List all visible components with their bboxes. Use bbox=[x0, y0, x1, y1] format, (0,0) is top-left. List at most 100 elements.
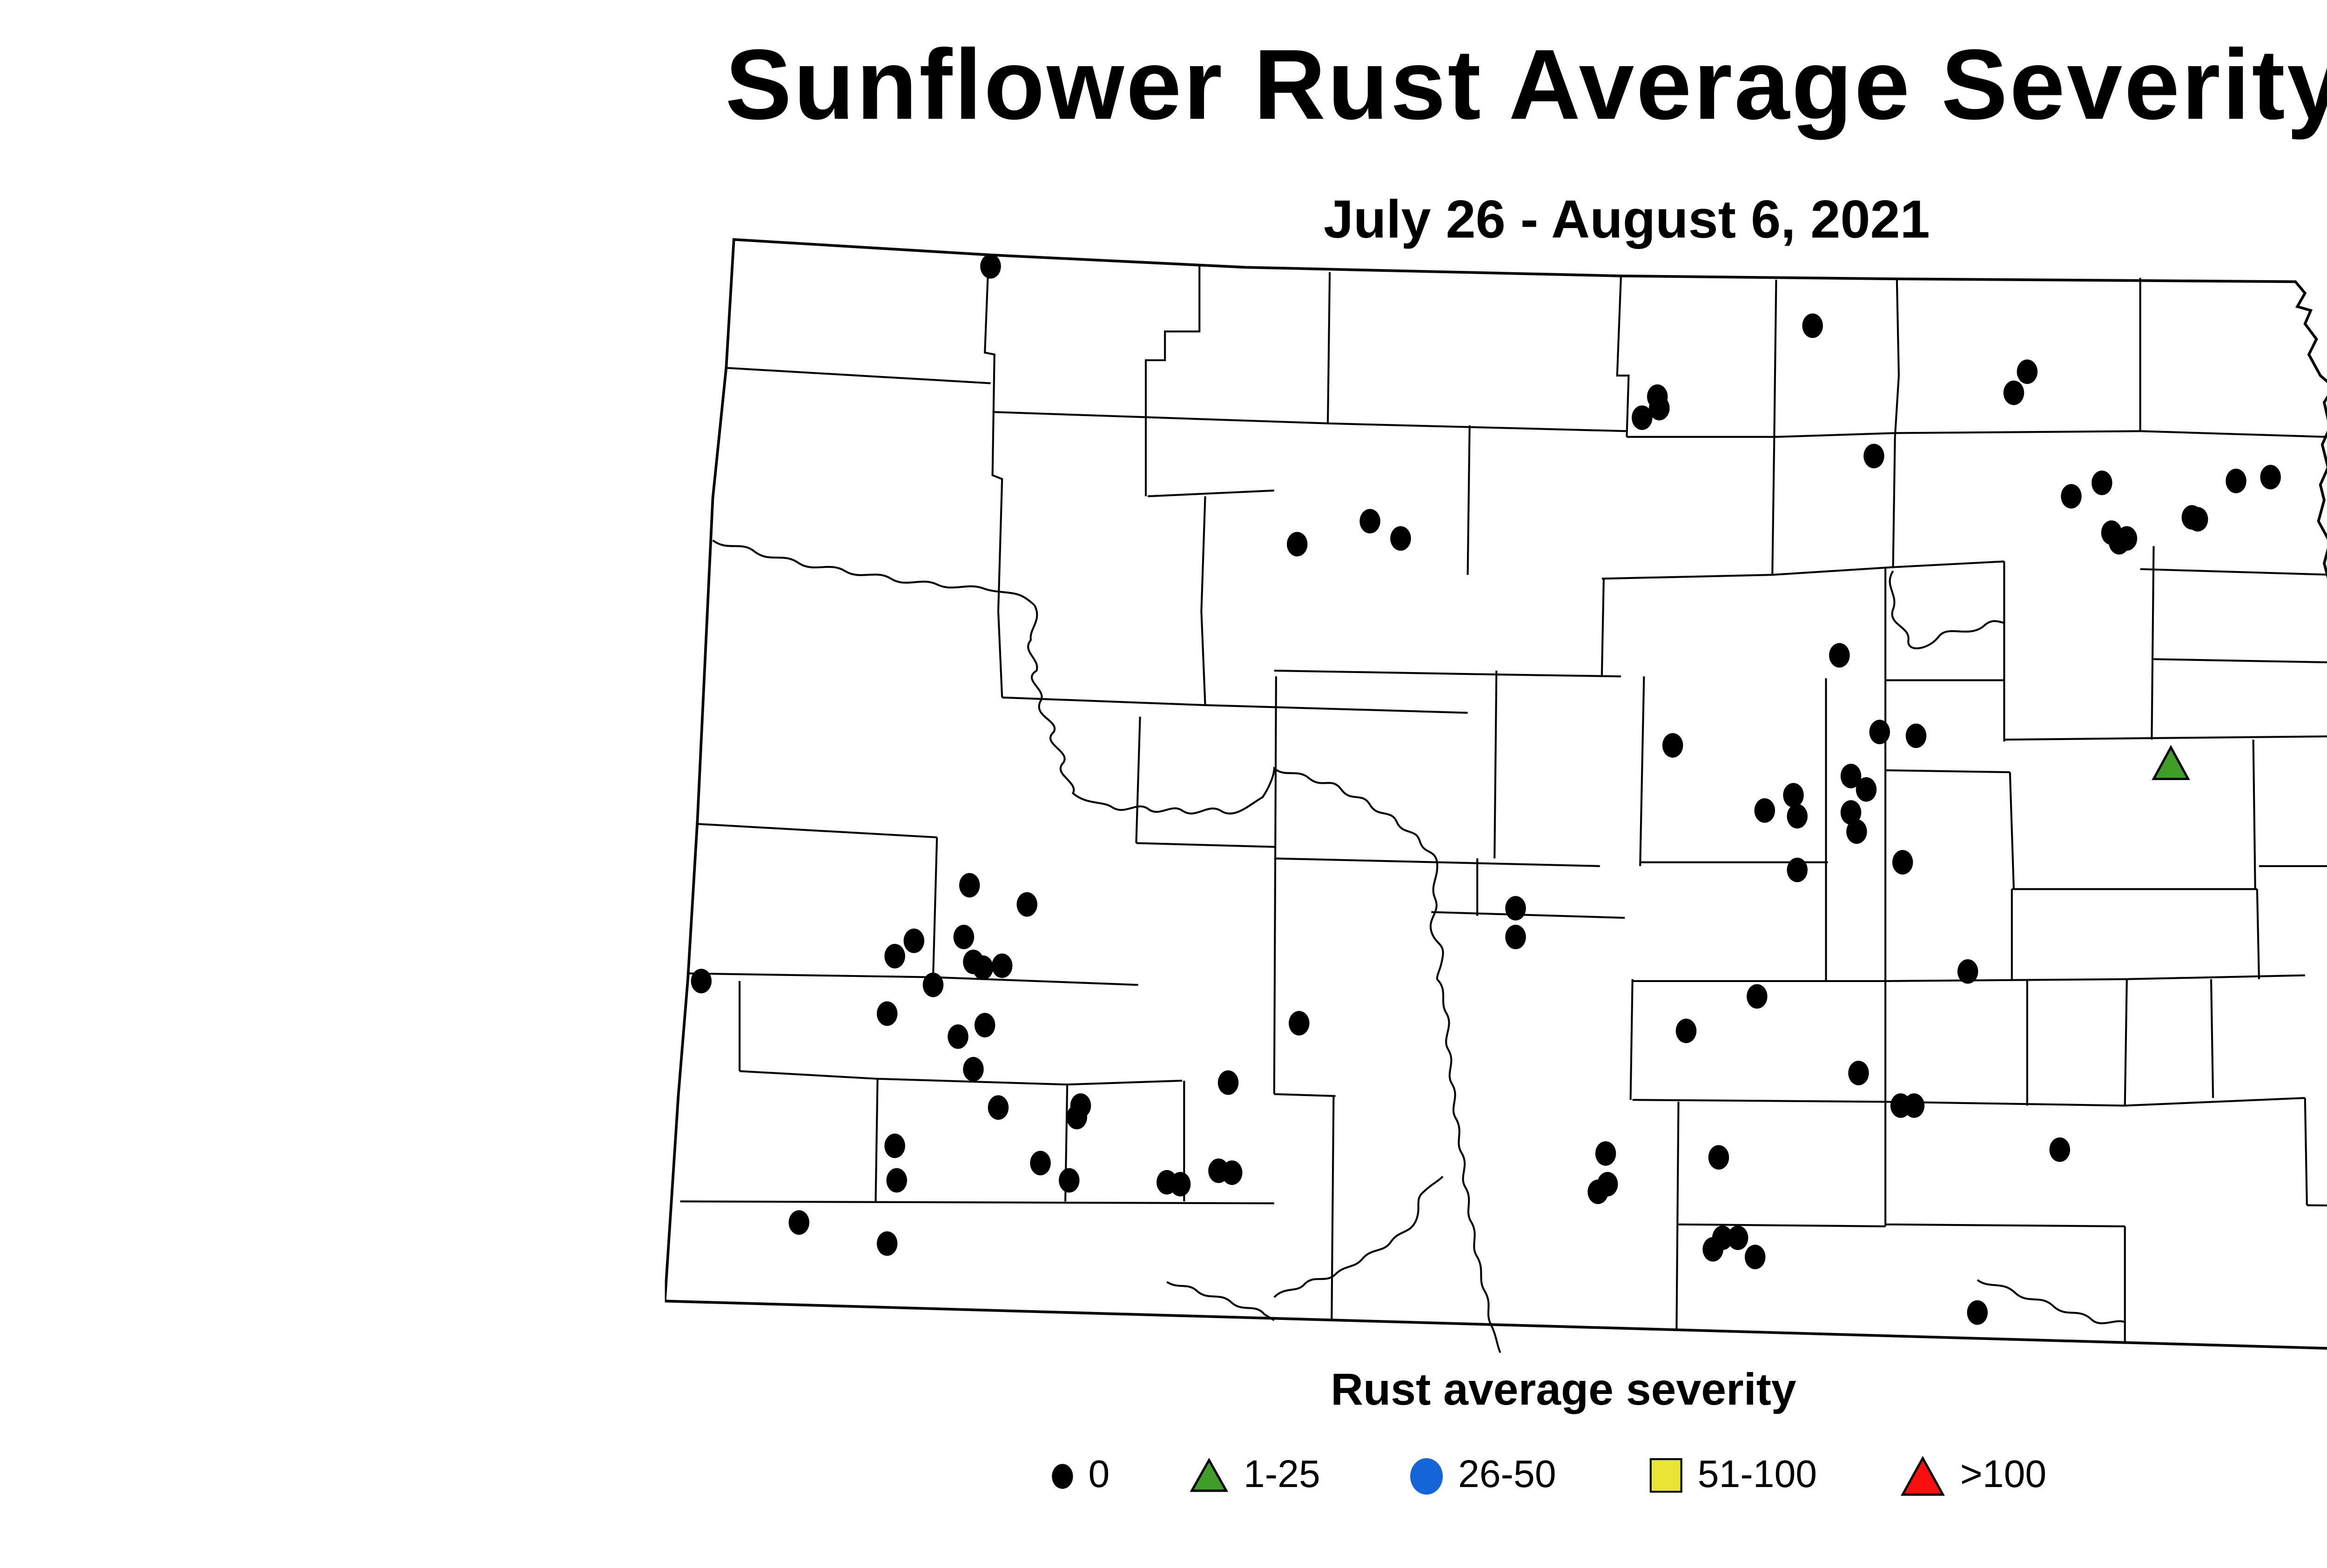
rust-zero-dot bbox=[1892, 850, 1913, 875]
rust-zero-dot bbox=[1967, 1300, 1988, 1325]
yellow-square-icon bbox=[1649, 1458, 1682, 1493]
rust-zero-dot bbox=[1587, 1179, 1608, 1205]
heart-river bbox=[1273, 1176, 1444, 1298]
rust-zero-dot bbox=[1903, 1093, 1925, 1118]
rust-zero-dot bbox=[1030, 1151, 1051, 1176]
rust-zero-dot bbox=[922, 972, 944, 997]
legend-item-1-25: 1-25 bbox=[1190, 1453, 1320, 1499]
rust-zero-dot bbox=[1016, 892, 1037, 917]
james-river bbox=[1977, 1279, 2125, 1325]
green-triangle-shape bbox=[1190, 1458, 1228, 1492]
rust-zero-dot bbox=[2092, 471, 2112, 495]
rust-zero-dot bbox=[953, 924, 975, 949]
rust-zero-dot bbox=[1708, 1145, 1729, 1170]
rust-zero-dot bbox=[1783, 783, 1804, 808]
rust-zero-dot bbox=[1066, 1104, 1087, 1130]
rust-zero-dot bbox=[876, 1001, 898, 1026]
zero-dot-icon bbox=[1052, 1463, 1073, 1488]
rust-zero-dot bbox=[1595, 1141, 1616, 1166]
county-borders bbox=[680, 255, 2327, 1344]
legend-label: 26-50 bbox=[1458, 1454, 1556, 1497]
rust-zero-dot bbox=[988, 1095, 1009, 1120]
rust-zero-dot bbox=[2187, 507, 2208, 532]
rust-zero-dot bbox=[1505, 924, 1526, 949]
rust-zero-dot bbox=[1727, 1225, 1749, 1250]
rust-zero-dot bbox=[959, 873, 980, 898]
rust-zero-dot bbox=[1286, 532, 1308, 557]
rust-zero-dot bbox=[1840, 800, 1862, 825]
rust-severity-triangle bbox=[2152, 745, 2190, 781]
rust-zero-dot bbox=[691, 969, 712, 994]
rust-zero-dot bbox=[1170, 1171, 1191, 1197]
rust-zero-dot bbox=[788, 1210, 810, 1235]
rust-zero-dot bbox=[991, 953, 1013, 978]
rust-zero-dot bbox=[972, 955, 994, 980]
rust-zero-dot bbox=[1217, 1070, 1239, 1095]
legend-item-51-100: 51-100 bbox=[1649, 1453, 1817, 1499]
rust-zero-dot bbox=[886, 1168, 907, 1193]
rust-zero-dot bbox=[2017, 359, 2038, 384]
rust-zero-dot bbox=[974, 1013, 995, 1037]
legend-title: Rust average severity bbox=[1331, 1364, 1796, 1414]
rust-zero-dot bbox=[1505, 896, 1526, 921]
red-triangle-shape bbox=[1901, 1455, 1945, 1495]
legend-label: 51-100 bbox=[1697, 1454, 1817, 1497]
legend-item-26-50: 26-50 bbox=[1410, 1453, 1556, 1499]
legend-item-0: 0 bbox=[1052, 1453, 1110, 1499]
rust-zero-dot bbox=[2260, 464, 2281, 490]
rust-zero-dot bbox=[2003, 380, 2024, 405]
map-points bbox=[691, 254, 2281, 1325]
rust-zero-dot bbox=[1662, 733, 1683, 758]
legend-label: 0 bbox=[1088, 1454, 1110, 1497]
rust-zero-dot bbox=[903, 929, 925, 953]
rust-zero-dot bbox=[1059, 1168, 1080, 1193]
green-triangle-icon bbox=[1190, 1458, 1228, 1492]
cannonball-river bbox=[1166, 1281, 1275, 1321]
rust-zero-dot bbox=[1221, 1160, 1243, 1185]
rust-zero-dot bbox=[876, 1231, 898, 1256]
rust-zero-dot bbox=[1649, 396, 1670, 421]
rust-zero-dot bbox=[948, 1024, 968, 1049]
rust-zero-dot bbox=[884, 944, 905, 969]
rust-zero-dot bbox=[1846, 819, 1867, 844]
rust-zero-dot bbox=[1787, 857, 1808, 882]
rust-zero-dot bbox=[1754, 798, 1775, 823]
legend-label: 1-25 bbox=[1243, 1454, 1320, 1497]
rust-zero-dot bbox=[1289, 1011, 1310, 1036]
rust-zero-dot bbox=[1632, 405, 1653, 430]
rust-zero-dot bbox=[963, 1057, 984, 1082]
rust-zero-dot bbox=[1744, 1245, 1766, 1270]
lake-sakakawea-missouri bbox=[1027, 605, 1501, 1353]
missouri-river-upper bbox=[712, 539, 1036, 606]
rust-zero-dot bbox=[1390, 526, 1411, 551]
rust-zero-dot bbox=[1957, 959, 1978, 984]
rust-zero-dot bbox=[1856, 777, 1877, 802]
legend-item-gt100: >100 bbox=[1901, 1453, 2046, 1499]
rust-zero-dot bbox=[1747, 984, 1768, 1009]
rust-zero-dot bbox=[2049, 1137, 2071, 1162]
rust-zero-dot bbox=[2109, 530, 2130, 555]
page-title: Sunflower Rust Average Severity bbox=[725, 30, 2327, 142]
rust-zero-dot bbox=[1829, 643, 1850, 668]
rust-zero-dot bbox=[980, 254, 1001, 279]
rust-zero-dot bbox=[1840, 764, 1862, 788]
legend-label: >100 bbox=[1960, 1454, 2047, 1497]
rust-zero-dot bbox=[884, 1133, 905, 1158]
rust-zero-dot bbox=[1359, 509, 1380, 534]
rust-zero-dot bbox=[2226, 469, 2246, 493]
rivers bbox=[712, 539, 2125, 1353]
blue-circle-icon bbox=[1410, 1457, 1443, 1494]
rust-zero-dot bbox=[1848, 1061, 1869, 1085]
rust-zero-dot bbox=[1905, 723, 1927, 748]
rust-zero-dot bbox=[1787, 804, 1808, 829]
rust-zero-dot bbox=[1869, 720, 1890, 745]
nd-county-map bbox=[665, 238, 2327, 1353]
red-triangle-icon bbox=[1901, 1455, 1945, 1495]
devils-lake bbox=[1889, 570, 2004, 650]
rust-zero-dot bbox=[2061, 484, 2082, 509]
rust-zero-dot bbox=[1863, 444, 1884, 469]
rust-zero-dot bbox=[1675, 1018, 1697, 1043]
page-subtitle: July 26 - August 6, 2021 bbox=[1323, 189, 1930, 249]
rust-zero-dot bbox=[1702, 1237, 1723, 1262]
